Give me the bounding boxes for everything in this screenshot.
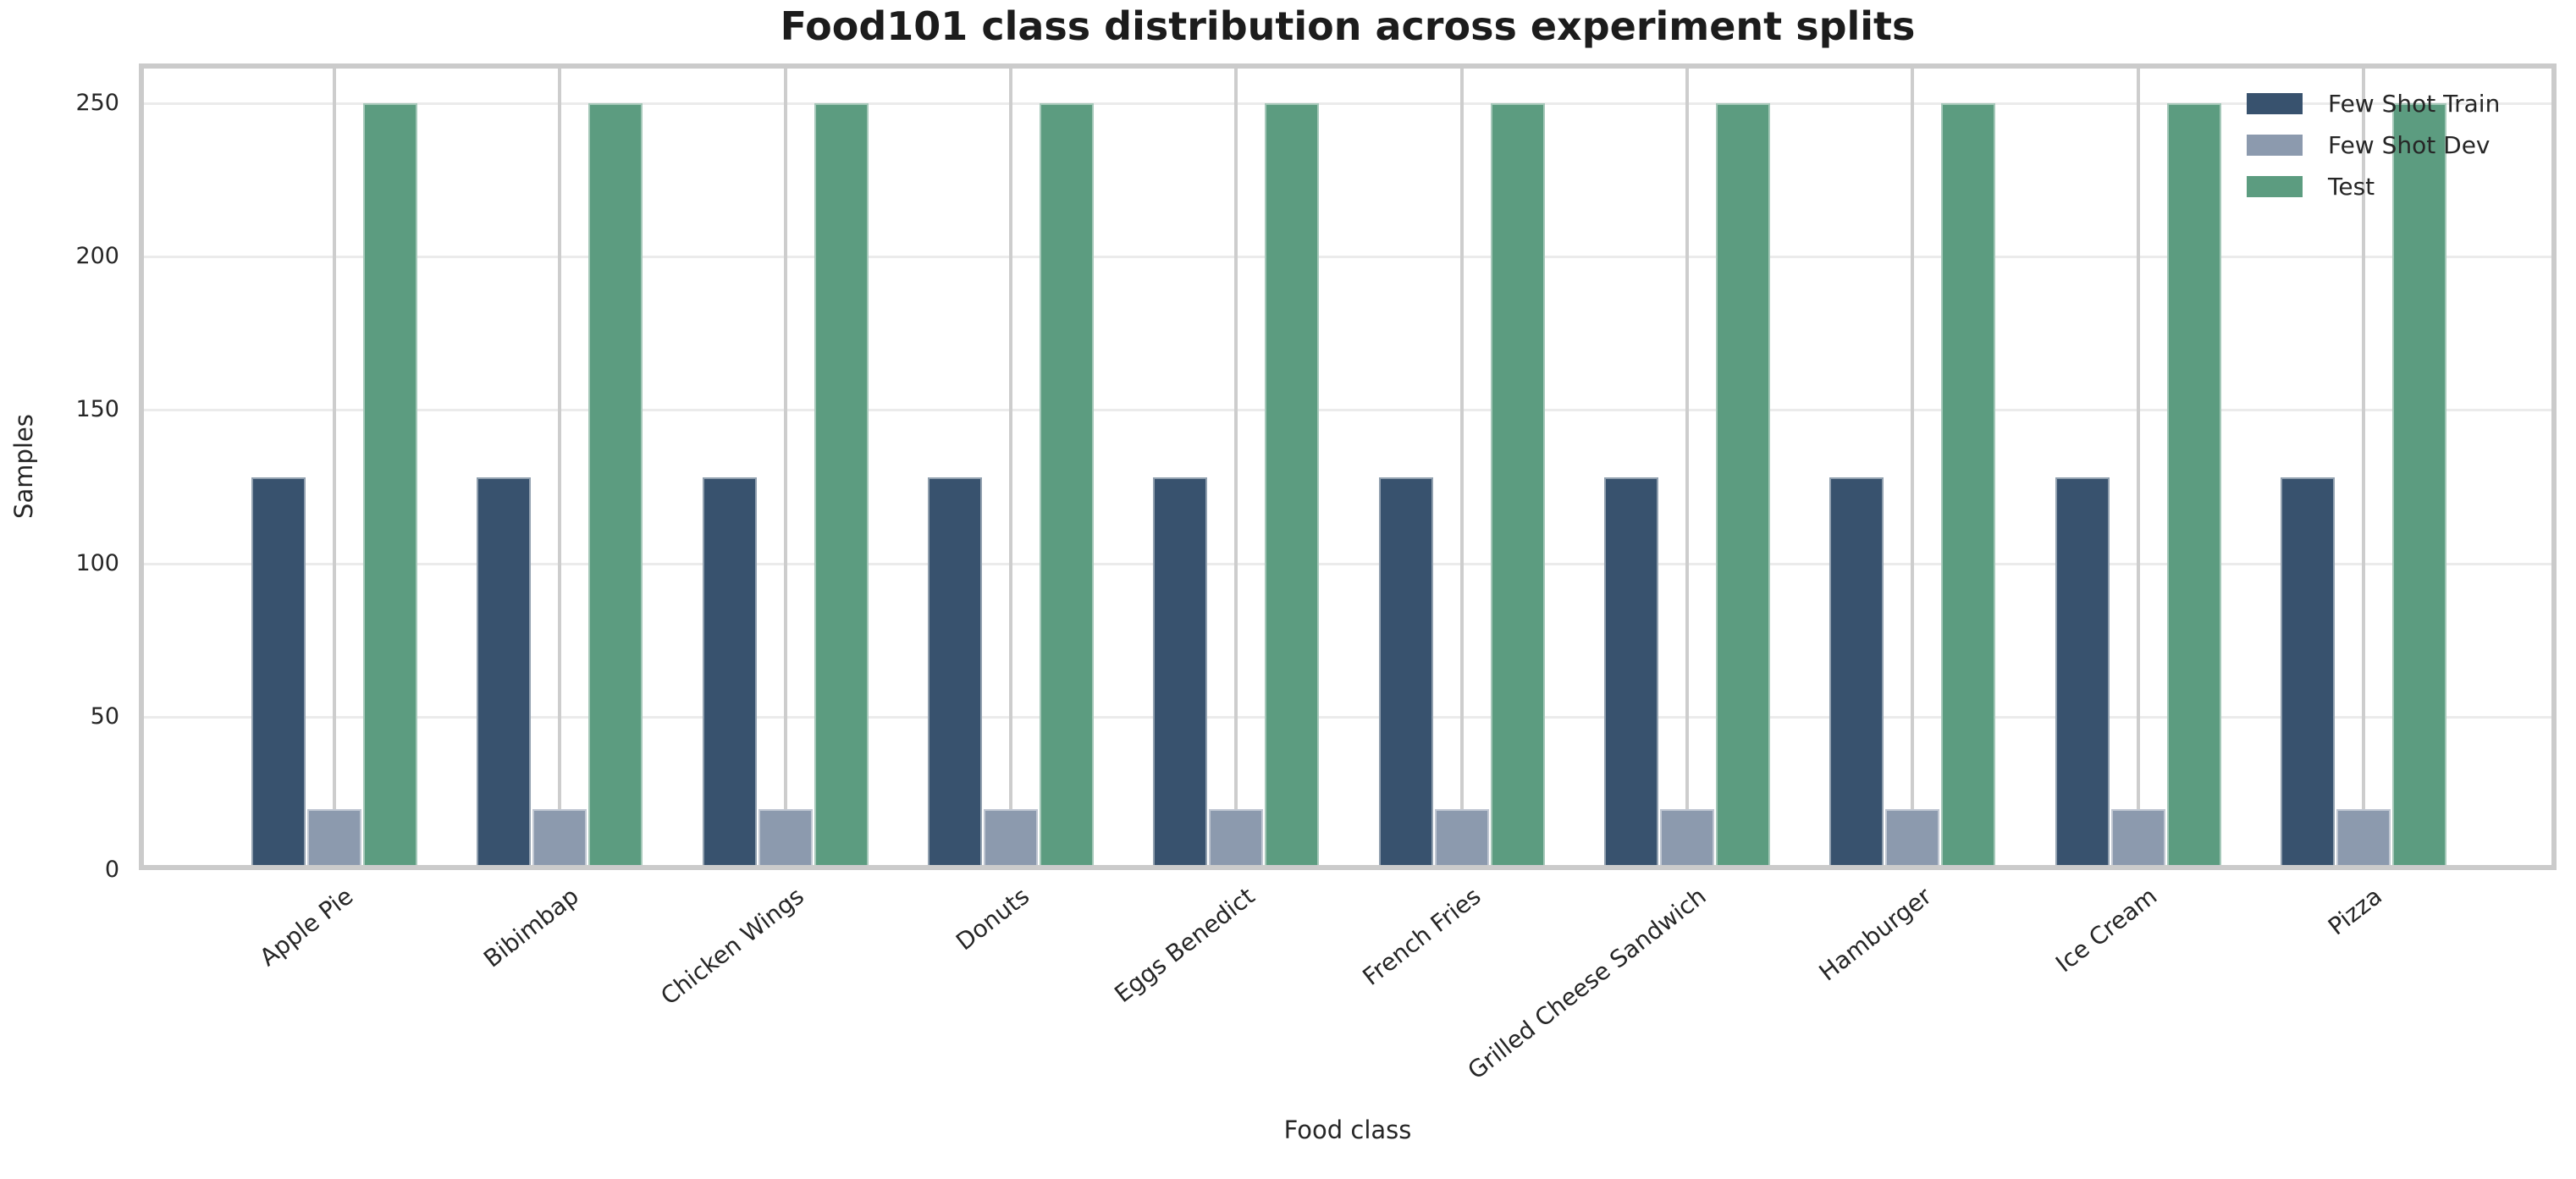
bar-few-shot-dev <box>1209 808 1264 870</box>
v-gridline <box>1911 63 1915 870</box>
y-tick-label: 200 <box>75 243 119 270</box>
x-tick-label: Ice Cream <box>2049 882 2162 978</box>
h-gridline <box>139 715 2557 719</box>
v-gridline <box>783 63 787 870</box>
v-gridline <box>2361 63 2365 870</box>
bar-test <box>588 103 643 870</box>
bar-few-shot-dev <box>983 808 1038 870</box>
bar-test <box>363 103 417 870</box>
bar-few-shot-dev <box>1434 808 1489 870</box>
legend-label: Few Shot Dev <box>2328 131 2491 159</box>
bar-few-shot-train <box>1153 477 1208 870</box>
x-tick-label: Bibimbap <box>477 882 584 973</box>
y-tick-label: 50 <box>90 702 119 730</box>
legend-swatch <box>2247 176 2303 197</box>
h-gridline <box>139 409 2557 412</box>
bar-few-shot-train <box>251 477 306 870</box>
x-tick-label: Apple Pie <box>254 882 359 972</box>
legend: Few Shot Train Few Shot Dev Test <box>2247 88 2500 212</box>
legend-item: Few Shot Train <box>2247 88 2500 119</box>
x-tick-label: Hamburger <box>1813 882 1937 987</box>
bar-few-shot-train <box>2055 477 2110 870</box>
x-tick-label: Eggs Benedict <box>1109 882 1260 1009</box>
bar-few-shot-dev <box>2110 808 2165 870</box>
bar-test <box>2391 103 2446 870</box>
chart-title: Food101 class distribution across experi… <box>780 3 1916 49</box>
plot-area <box>139 63 2557 870</box>
y-tick-label: 0 <box>104 857 119 883</box>
legend-swatch <box>2247 93 2303 114</box>
bar-few-shot-train <box>1829 477 1884 870</box>
bar-few-shot-train <box>927 477 982 870</box>
legend-label: Test <box>2328 173 2375 201</box>
x-tick-label: Pizza <box>2323 882 2388 941</box>
v-gridline <box>1459 63 1464 870</box>
x-tick-label: Grilled Cheese Sandwich <box>1462 882 1712 1085</box>
bar-few-shot-train <box>702 477 757 870</box>
y-tick-label: 150 <box>75 396 119 423</box>
bar-few-shot-dev <box>758 808 813 870</box>
bar-test <box>1490 103 1545 870</box>
x-tick-label: Donuts <box>951 882 1035 956</box>
bar-few-shot-train <box>477 477 532 870</box>
bar-few-shot-train <box>1603 477 1658 870</box>
bar-few-shot-dev <box>532 808 587 870</box>
bar-few-shot-dev <box>1885 808 1940 870</box>
bar-test <box>1039 103 1094 870</box>
h-gridline <box>139 562 2557 565</box>
v-gridline <box>333 63 336 870</box>
legend-swatch <box>2247 135 2303 156</box>
legend-item: Test <box>2247 171 2500 202</box>
x-axis-label: Food class <box>1283 1116 1412 1144</box>
bar-few-shot-dev <box>1659 808 1714 870</box>
bar-test <box>1265 103 1320 870</box>
bar-test <box>1715 103 1770 870</box>
bar-test <box>814 103 869 870</box>
legend-item: Few Shot Dev <box>2247 129 2500 161</box>
v-gridline <box>558 63 562 870</box>
h-gridline <box>139 256 2557 259</box>
x-tick-label: Chicken Wings <box>655 882 809 1011</box>
y-axis-label: Samples <box>9 414 38 519</box>
bar-test <box>1941 103 1996 870</box>
v-gridline <box>1008 63 1012 870</box>
v-gridline <box>2136 63 2140 870</box>
v-gridline <box>1685 63 1689 870</box>
x-tick-label: French Fries <box>1356 882 1486 991</box>
legend-label: Few Shot Train <box>2328 90 2501 118</box>
bar-few-shot-train <box>1378 477 1433 870</box>
y-tick-label: 100 <box>75 549 119 576</box>
bar-few-shot-dev <box>2336 808 2391 870</box>
v-gridline <box>1234 63 1238 870</box>
bar-few-shot-train <box>2280 477 2335 870</box>
bar-few-shot-dev <box>307 808 361 870</box>
bar-test <box>2166 103 2221 870</box>
h-gridline <box>139 102 2557 106</box>
y-tick-label: 250 <box>75 90 119 117</box>
